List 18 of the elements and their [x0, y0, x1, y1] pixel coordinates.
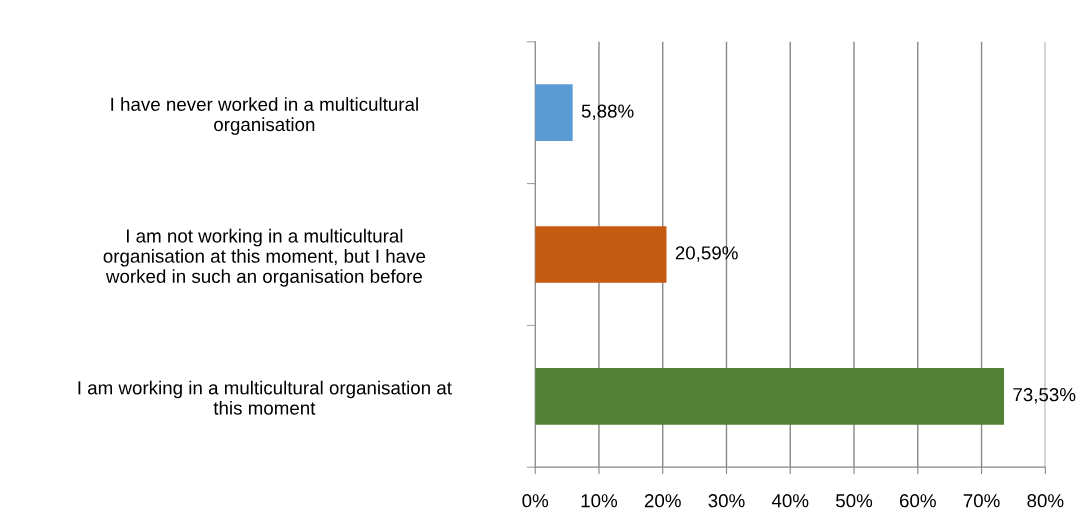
x-tick-label: 20%: [644, 494, 681, 508]
bar: [535, 226, 667, 283]
y-tick-label: I am not working in a multicultural organisation at this moment, but I have worked in such an organisation before: [103, 228, 426, 287]
x-tick-label: 10%: [581, 494, 618, 508]
bar: [535, 367, 1005, 425]
x-tick-label: 80%: [1027, 494, 1064, 508]
y-tick-label: I have never worked in a multicultural organisation: [111, 97, 418, 135]
data-label: 20,59%: [675, 246, 738, 262]
x-tick-label: 50%: [836, 494, 873, 508]
bar: [535, 84, 573, 142]
x-tick-label: 30%: [708, 494, 745, 508]
x-tick-label: 60%: [899, 494, 936, 508]
data-label: 5,88%: [581, 104, 634, 120]
x-tick-label: 70%: [963, 494, 1000, 508]
y-tick-label: I am working in a multicultural organisation at this moment: [78, 380, 452, 415]
x-tick-label: 40%: [771, 494, 809, 508]
data-label: 73,53%: [1013, 388, 1076, 404]
x-tick-label: 0%: [522, 494, 549, 508]
